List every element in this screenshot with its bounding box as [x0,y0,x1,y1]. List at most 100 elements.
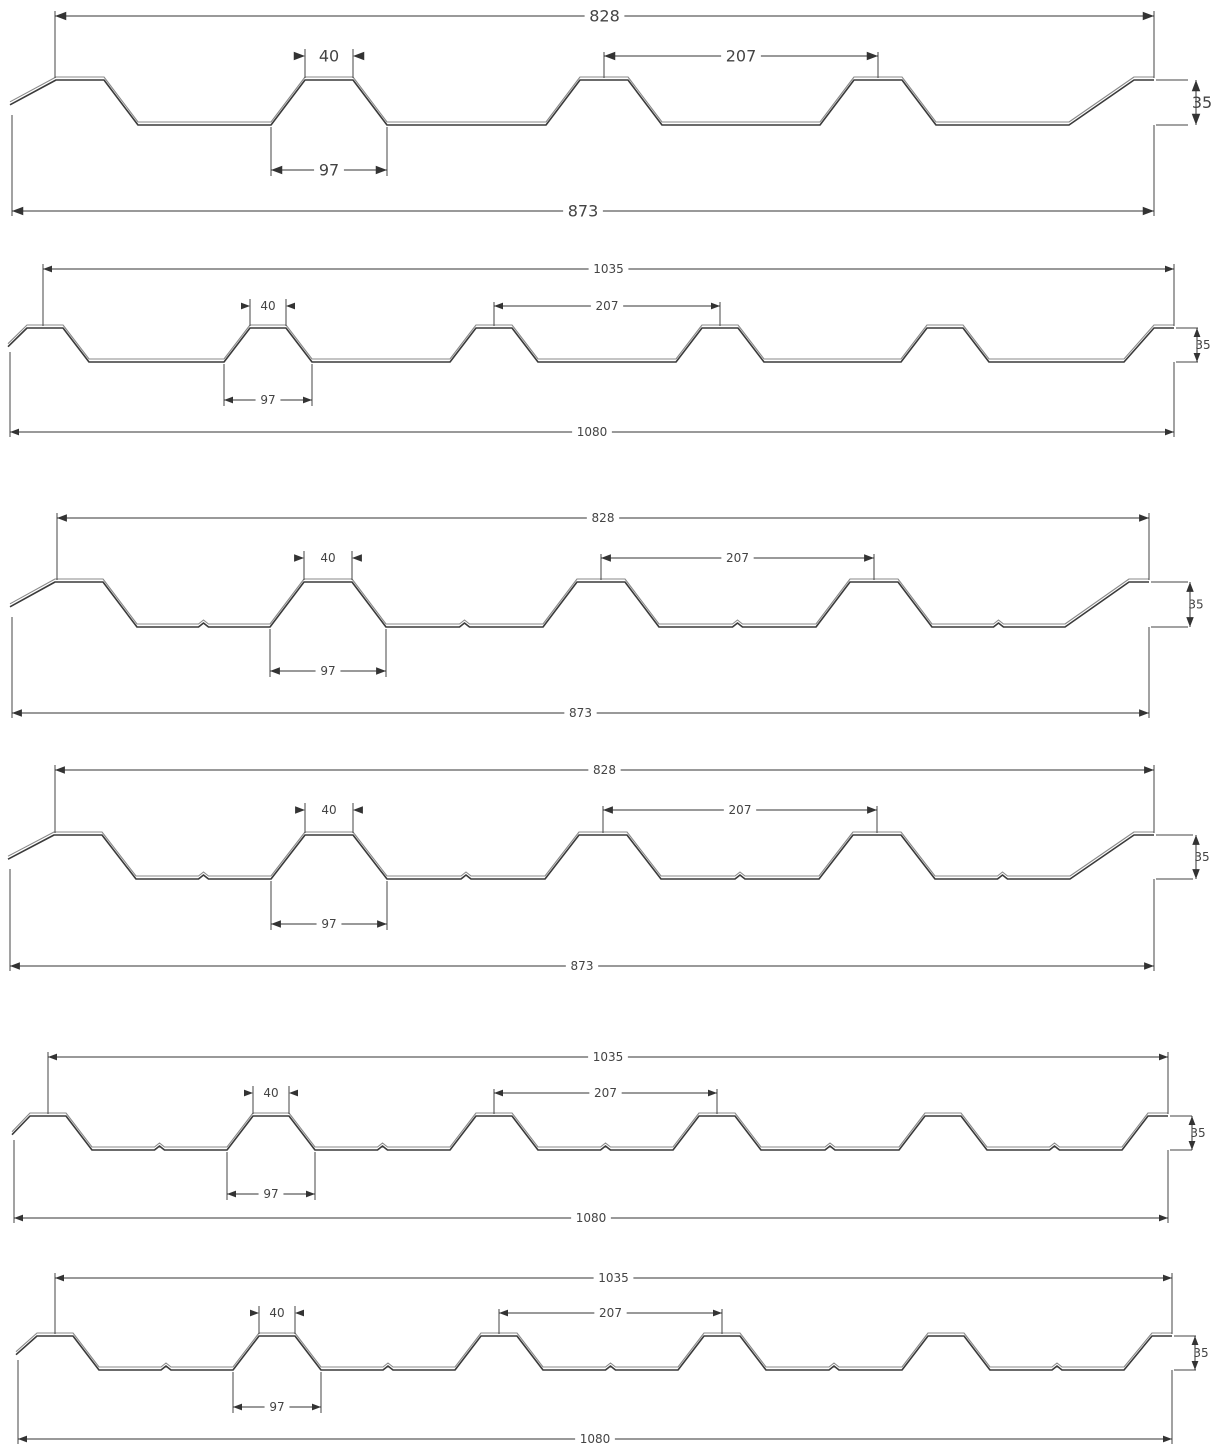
sheet-profile-outline [7,327,1174,363]
valley-opening-dimension-label: 97 [263,1187,278,1201]
pitch-dimension-label: 207 [726,47,757,66]
dimension-arrowhead [295,1309,304,1317]
profile-drawing-4: 828 873 207 40 97 35 [7,763,1210,973]
dimension-arrowhead [10,962,20,970]
profile-drawing-2: 1035 1080 207 40 97 35 [7,262,1211,439]
dimension-arrowhead [1186,617,1194,627]
pitch-dimension-label: 207 [729,803,752,817]
sheet-profile-inner-line [15,1332,1172,1368]
valley-opening-dimension-label: 97 [260,393,275,407]
pitch-dimension-label: 207 [596,299,619,313]
dimension-arrowhead [12,206,24,216]
crest-width-label: 40 [321,803,336,817]
crest-width-label: 40 [269,1306,284,1320]
dimension-arrowhead [1159,1214,1168,1222]
dimension-arrowhead [294,554,304,562]
dimension-arrowhead [295,806,305,814]
valley-opening-dimension-label: 97 [321,917,336,931]
total-width-dimension-label: 1080 [577,425,608,439]
dimension-arrowhead [494,1089,503,1097]
dimension-arrowhead [289,1089,298,1097]
dimension-arrowhead [603,806,613,814]
profile-drawing-5: 1035 1080 207 40 97 35 [11,1050,1206,1225]
sheet-profile-outline [15,1335,1172,1371]
cover-width-dimension-label: 1035 [593,262,624,276]
dimension-arrowhead [286,302,295,310]
profile-drawing-6: 1035 1080 207 40 97 35 [15,1271,1209,1446]
dimension-arrowhead [303,396,312,404]
cover-width-dimension-label: 828 [592,511,615,525]
dimension-arrowhead [1163,1435,1172,1443]
dimension-arrowhead [711,302,720,310]
dimension-arrowhead [376,667,386,675]
sheet-profile-inner-line [9,578,1149,625]
total-width-dimension-label: 873 [569,706,592,720]
dimension-arrowhead [43,265,52,273]
sheet-profile-outline [7,834,1154,880]
dimension-arrowhead [1144,766,1154,774]
height-label: 35 [1192,93,1212,112]
dimension-arrowhead [353,51,365,61]
height-label: 35 [1194,850,1209,864]
dimension-arrowhead [48,1053,57,1061]
dimension-arrowhead [1142,11,1154,21]
dimension-arrowhead [12,709,22,717]
dimension-arrowhead [55,11,67,21]
dimension-arrowhead [250,1309,259,1317]
dimension-arrowhead [1159,1053,1168,1061]
dimension-arrowhead [1165,428,1174,436]
dimension-arrowhead [233,1403,242,1411]
height-label: 35 [1195,338,1210,352]
sheet-profile-inner-line [11,1112,1168,1148]
dimension-arrowhead [604,51,616,61]
valley-opening-dimension-label: 97 [319,161,339,180]
crest-width-label: 40 [319,47,339,66]
profile-drawing-3: 828 873 207 40 97 35 [9,511,1204,720]
dimension-arrowhead [1192,835,1200,845]
dimension-arrowhead [713,1309,722,1317]
dimension-arrowhead [353,806,363,814]
height-label: 35 [1188,598,1203,612]
dimension-arrowhead [271,165,283,175]
total-width-dimension-label: 1080 [576,1211,607,1225]
sheet-profile-outline [11,1115,1168,1151]
dimension-arrowhead [1188,1116,1196,1125]
dimension-arrowhead [1139,514,1149,522]
sheet-profile-inner-line [7,831,1154,877]
valley-opening-dimension-label: 97 [320,664,335,678]
dimension-arrowhead [57,514,67,522]
pitch-dimension-label: 207 [599,1306,622,1320]
pitch-dimension-label: 207 [726,551,749,565]
dimension-arrowhead [708,1089,717,1097]
dimension-arrowhead [864,554,874,562]
dimension-arrowhead [1193,328,1201,337]
crest-width-label: 40 [260,299,275,313]
sheet-profile-outline [9,581,1149,628]
dimension-arrowhead [601,554,611,562]
dimension-arrowhead [10,428,19,436]
dimension-arrowhead [224,396,233,404]
dimension-arrowhead [1191,113,1201,125]
dimension-arrowhead [1191,80,1201,92]
dimension-arrowhead [244,1089,253,1097]
dimension-arrowhead [866,51,878,61]
dimension-arrowhead [1192,869,1200,879]
dimension-arrowhead [293,51,305,61]
cover-width-dimension-label: 1035 [598,1271,629,1285]
dimension-arrowhead [1139,709,1149,717]
dimension-arrowhead [1144,962,1154,970]
sheet-profile-inner-line [9,76,1154,123]
dimension-arrowhead [55,1274,64,1282]
dimension-arrowhead [227,1190,236,1198]
crest-width-label: 40 [320,551,335,565]
dimension-arrowhead [375,165,387,175]
dimension-arrowhead [312,1403,321,1411]
dimension-arrowhead [1188,1141,1196,1150]
dimension-arrowhead [1142,206,1154,216]
height-label: 35 [1190,1126,1205,1140]
dimension-arrowhead [271,920,281,928]
dimension-arrowhead [1165,265,1174,273]
dimension-arrowhead [270,667,280,675]
dimension-arrowhead [55,766,65,774]
